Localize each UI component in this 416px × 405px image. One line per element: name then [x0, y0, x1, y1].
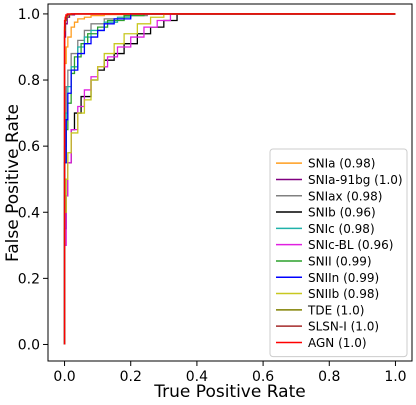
series-line-7 — [63, 13, 396, 345]
y-tick-label: 1.0 — [18, 7, 40, 23]
x-tick-label: 1.0 — [384, 369, 406, 385]
legend-label: SNIa (0.98) — [308, 157, 375, 171]
legend-label: SLSN-I (1.0) — [308, 320, 379, 334]
legend-label: SNIax (0.98) — [308, 189, 382, 203]
legend-label: SNIc-BL (0.96) — [308, 238, 393, 252]
y-axis: 0.0 0.2 0.4 0.6 0.8 1.0 — [18, 7, 48, 353]
legend: SNIa (0.98) SNIa-91bg (1.0) SNIax (0.98) SN… — [269, 148, 408, 358]
y-tick-label: 0.8 — [18, 73, 40, 89]
x-axis: 0.0 0.2 0.4 0.6 0.8 1.0 — [53, 361, 407, 385]
x-tick-label: 0.0 — [53, 369, 75, 385]
series-line-0 — [63, 13, 396, 345]
series-layer — [63, 13, 396, 345]
x-axis-label: True Positive Rate — [153, 382, 305, 402]
legend-label: SNII (0.99) — [308, 254, 372, 268]
legend-label: SNIIn (0.99) — [308, 271, 379, 285]
x-tick-label: 0.8 — [318, 369, 340, 385]
legend-label: SNIb (0.96) — [308, 206, 376, 220]
x-tick-label: 0.2 — [120, 369, 142, 385]
legend-label: AGN (1.0) — [308, 336, 367, 350]
y-tick-label: 0.2 — [18, 271, 40, 287]
legend-label: TDE (1.0) — [307, 303, 364, 317]
legend-box — [269, 148, 408, 358]
legend-label: SNIa-91bg (1.0) — [308, 173, 403, 187]
plot-frame — [47, 3, 413, 362]
y-tick-label: 0.6 — [18, 139, 40, 155]
x-tick-label: 0.6 — [252, 369, 274, 385]
legend-label: SNIc (0.98) — [308, 222, 375, 236]
y-tick-label: 0.0 — [18, 337, 40, 353]
y-axis-label: False Positive Rate — [3, 104, 23, 262]
legend-label: SNIIb (0.98) — [308, 287, 379, 301]
y-tick-label: 0.4 — [18, 205, 40, 221]
series-line-8 — [63, 13, 396, 345]
x-tick-label: 0.4 — [186, 369, 208, 385]
series-line-11 — [63, 13, 396, 345]
